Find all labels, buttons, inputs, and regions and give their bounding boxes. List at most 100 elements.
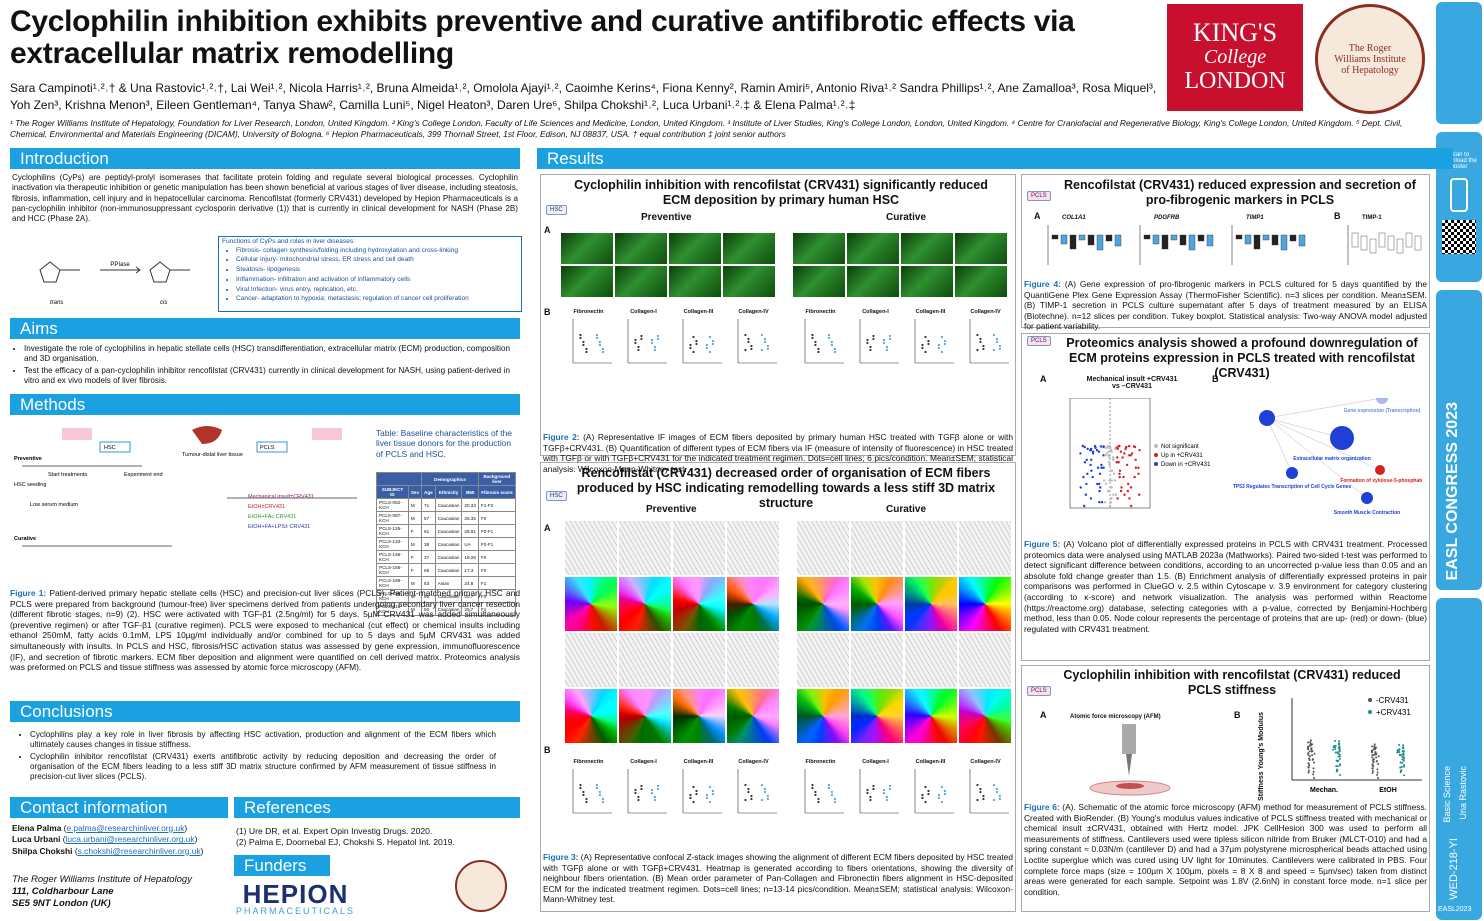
proteomics-figure: Not significant Up in +CRV431 Down in +CRV… bbox=[1069, 398, 1422, 516]
dot bbox=[579, 786, 582, 790]
table-cell: PCLS-133-KCH bbox=[376, 537, 409, 551]
dot bbox=[1120, 486, 1123, 489]
figure-title: Rencofilstat (CRV431) decreased order of… bbox=[576, 466, 996, 510]
dot bbox=[1336, 765, 1339, 768]
dot bbox=[1100, 501, 1104, 504]
table-cell: Caucasian bbox=[434, 524, 463, 538]
caption-text: (A) Gene expression of pro-fibrogenic ma… bbox=[1024, 279, 1427, 332]
dot bbox=[711, 792, 714, 796]
dot bbox=[1371, 764, 1374, 767]
dot bbox=[650, 791, 653, 795]
dot bbox=[634, 338, 637, 342]
dot bbox=[982, 797, 985, 801]
dot bbox=[582, 343, 585, 347]
dot bbox=[747, 340, 750, 344]
confocal-image bbox=[565, 633, 617, 687]
dot bbox=[1122, 475, 1125, 479]
dot bbox=[1107, 450, 1110, 453]
legend-dot bbox=[1368, 710, 1372, 714]
figure-title: Cyclophilin inhibition with rencofilstat… bbox=[1063, 668, 1401, 697]
logo-text: LONDON bbox=[1184, 68, 1286, 94]
dot bbox=[1402, 764, 1405, 767]
legend-label: +CRV431 bbox=[1376, 708, 1411, 717]
list-item: Cyclophilins play a key role in liver fi… bbox=[30, 730, 496, 751]
heatmap bbox=[565, 689, 617, 743]
list-item: Fibrosis- collagen synthesis/folding inc… bbox=[236, 247, 518, 256]
dot bbox=[585, 797, 588, 801]
table-cell: 61 bbox=[421, 524, 436, 538]
table-cell: Sex bbox=[407, 485, 423, 499]
marker-label: Collagen-I bbox=[630, 759, 657, 765]
microscopy-image bbox=[723, 266, 775, 297]
dot bbox=[1308, 750, 1311, 753]
dot bbox=[976, 783, 979, 787]
dot bbox=[979, 340, 982, 344]
gene-label: TIMP1 bbox=[1246, 215, 1264, 221]
heatmap bbox=[959, 577, 1011, 631]
dot bbox=[1138, 449, 1141, 452]
section-heading: Contact information bbox=[10, 797, 228, 818]
dot bbox=[885, 798, 888, 802]
microscopy-image bbox=[901, 233, 953, 264]
dot bbox=[811, 333, 814, 337]
dot bbox=[1103, 479, 1106, 482]
dot bbox=[943, 789, 946, 793]
dot bbox=[1308, 764, 1311, 767]
table-row: PCLS-169-KCH M 63 Asian 24.8 F1 bbox=[376, 576, 517, 590]
table-cell: UA bbox=[461, 537, 479, 551]
dot bbox=[1133, 475, 1136, 479]
dot bbox=[1372, 753, 1375, 756]
dot bbox=[1372, 760, 1375, 763]
dot bbox=[976, 348, 979, 352]
dot bbox=[1079, 452, 1082, 455]
contact-lines: Elena Palma (e.palma@researchinliver.org… bbox=[12, 823, 203, 857]
dot bbox=[747, 337, 750, 341]
figure-caption: Figure 1: Patient-derived primary hepati… bbox=[10, 588, 520, 673]
contact-email: e.palma@researchinliver.org.uk bbox=[66, 823, 185, 833]
mini-plot bbox=[682, 319, 722, 364]
dot bbox=[744, 333, 747, 337]
table-cell: Caucasian bbox=[434, 537, 463, 551]
node-label: Gene expression (Transcription) bbox=[1344, 408, 1421, 414]
mini-plot bbox=[914, 319, 954, 364]
dot bbox=[1106, 489, 1110, 493]
table-caption: Table: Baseline characteristics of the l… bbox=[376, 428, 512, 459]
bar bbox=[1298, 234, 1306, 247]
node-label: Extracellular matrix organization bbox=[1293, 456, 1371, 462]
dot bbox=[1338, 764, 1341, 767]
dot bbox=[924, 800, 927, 804]
list-item: Cellular injury- mitochondrial stress, E… bbox=[236, 256, 518, 265]
gene-label: PDGFRB bbox=[1154, 215, 1180, 221]
dot bbox=[1334, 748, 1337, 751]
microscopy-image bbox=[955, 266, 1007, 297]
dot bbox=[750, 344, 753, 348]
heatmap bbox=[673, 577, 725, 631]
dot bbox=[998, 794, 1001, 798]
dot bbox=[811, 786, 814, 790]
y-axis-label: Stiffness Young's Modulus bbox=[1258, 712, 1265, 801]
dot bbox=[650, 341, 653, 345]
dot bbox=[1091, 450, 1095, 453]
dot bbox=[1310, 750, 1313, 753]
dot bbox=[882, 338, 885, 342]
microscopy-image bbox=[561, 266, 613, 297]
dot bbox=[1100, 466, 1103, 469]
dot bbox=[976, 798, 979, 802]
heatmap bbox=[727, 689, 779, 743]
scheme-label: Low serum medium bbox=[30, 502, 78, 508]
heatmap bbox=[905, 689, 957, 743]
dot bbox=[1118, 444, 1121, 448]
dot bbox=[1402, 774, 1405, 777]
dot bbox=[705, 346, 708, 350]
dot bbox=[830, 793, 833, 797]
dot bbox=[634, 788, 637, 792]
table-cell: 57 bbox=[421, 511, 436, 525]
dot bbox=[940, 350, 943, 354]
dot bbox=[937, 796, 940, 800]
dot bbox=[869, 798, 872, 802]
dot bbox=[1107, 454, 1110, 457]
table-cell: Caucasian bbox=[434, 498, 463, 512]
volcano-title: Mechanical insult +CRV431 vs –CRV431 bbox=[1086, 376, 1178, 390]
dot bbox=[882, 788, 885, 792]
scheme-label: EtOH+FAc CRV431 bbox=[248, 514, 296, 520]
